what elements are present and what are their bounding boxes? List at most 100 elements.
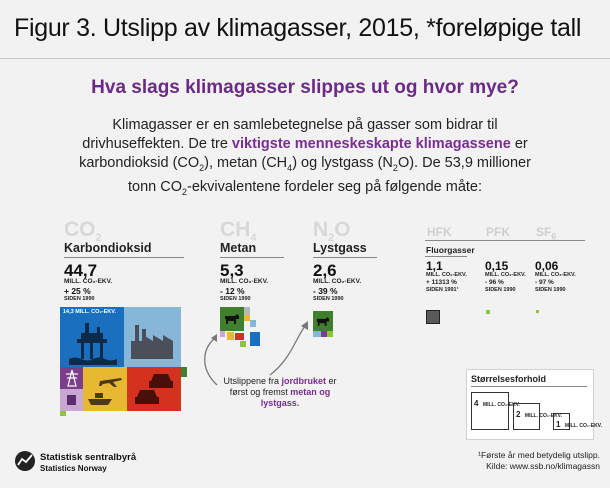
co2-other-tile [181,367,187,377]
hfk-since: SIDEN 1991¹ [426,287,459,293]
intro-sub: 2 [199,162,205,173]
co2-oil-gas-tile: 14,3 MILL. CO₂-EKV. [60,307,124,367]
sf6-value: 0,06 [535,259,559,273]
ch4-grey-tile [220,331,225,337]
intro-text-4: ) og lystgass (N [292,155,393,171]
ch4-value: 5,3 [220,261,244,280]
ch4-change: - 12 % [220,286,245,296]
note-highlight-gases: metan og lystgass. [260,387,331,408]
hfk-tile [426,310,440,324]
co2-transport-tile [83,367,127,411]
co2-heating-tile [60,389,83,411]
footnote: ¹Første år med betydelig utslipp. Kilde:… [380,450,600,472]
size-legend: Størrelsesforhold 4 MILL. CO₂-EKV. 2 MIL… [466,369,602,440]
hfk-formula: HFK [427,225,452,239]
pfk-change: - 96 % [485,279,504,286]
ch4-green-tile [240,341,246,347]
factory-icon [131,325,173,359]
intro-sub: 2 [392,162,398,173]
intro-text-1: Klimagasser er en samlebetegnelse på gas… [82,117,498,152]
title-divider [0,58,610,59]
ch4-name: Metan [220,241,257,255]
co2-road-tile [127,367,181,411]
fluor-group-rule [425,256,467,257]
co2-rule [64,257,184,258]
co2-industry-tile [124,307,181,367]
footnote-line-1: ¹Første år med betydelig utslipp. [478,450,600,460]
airplane-icon [99,378,122,387]
co2-oil-gas-label: 14,3 MILL. CO₂-EKV. [63,309,116,315]
ssb-logo-icon [15,451,35,471]
legend-rule [471,386,587,387]
agriculture-arrows [204,321,308,386]
co2-other-tile-small [60,411,66,416]
car-icon [149,374,173,388]
cow-icon [225,314,239,324]
legend-label-2: 2 MILL. CO₂-EKV. [516,410,562,419]
hfk-change: + 11313 % [426,279,457,286]
ch4-red-tile [235,333,244,340]
pfk-since: SIDEN 1990 [485,287,516,293]
sf6-change: - 97 % [535,279,554,286]
ch4-light-blue-tile [250,320,256,327]
ch4-unit: MILL. CO₂-EKV. [220,278,269,285]
subtitle: Hva slags klimagasser slippes ut og hvor… [91,77,519,98]
co2-energy-tile [60,367,83,389]
ch4-energy-tile [244,315,250,321]
n2o-since: SIDEN 1990 [313,296,344,302]
ssb-logo-text: Statistisk sentralbyrå Statistics Norway [40,452,136,474]
note-text-2: er først og fremst [229,376,337,397]
hfk-value: 1,1 [426,259,443,273]
ch4-formula: CH4 [220,218,257,245]
ch4-oil-tile [250,332,260,346]
ch4-rule [220,257,284,258]
intro-sub: 2 [181,186,187,197]
legend-label-1: 1 MILL. CO₂-EKV. [556,420,602,429]
intro-text-2: er karbondioksid (CO [79,136,528,171]
n2o-change: - 39 % [313,286,338,296]
pfk-unit: MILL. CO₂-EKV. [485,272,526,278]
n2o-value: 2,6 [313,261,337,280]
oil-platform-icon [69,323,117,365]
building-icon [67,395,76,405]
logo-name: Statistisk sentralbyrå [40,452,137,463]
intro-sub: 4 [287,162,293,173]
n2o-agriculture-tile [313,311,333,331]
sf6-since: SIDEN 1990 [535,287,566,293]
figure-title: Figur 3. Utslipp av klimagasser, 2015, *… [14,14,582,42]
ch4-agriculture-tile [220,307,244,331]
n2o-industry-tile [313,331,321,337]
co2-value: 44,7 [64,261,98,280]
co2-unit: MILL. CO₂-EKV. [64,278,113,285]
co2-formula: CO2 [64,218,102,245]
ship-icon [88,393,112,405]
fluor-group-label: Fluorgasser [426,245,475,255]
sf6-unit: MILL. CO₂-EKV. [535,272,576,278]
ch4-yellow-tile [227,332,234,340]
footnote-source: Kilde: www.ssb.no/klimagassn [486,461,600,471]
pfk-tile [486,310,490,314]
intro-text-5: O). De 53,9 millioner tonn CO [127,155,531,195]
legend-square-2 [513,403,540,430]
n2o-rule [313,257,377,258]
cow-icon [316,317,330,326]
co2-change: + 25 % [64,286,91,296]
intro-highlight: viktigste menneskeskapte klimagassene [231,136,511,152]
ch4-since: SIDEN 1990 [220,296,251,302]
note-text-1: Utslippene fra [223,376,282,386]
logo-name-en: Statistics Norway [40,464,107,473]
legend-title: Størrelsesforhold [471,374,547,384]
n2o-name: Lystgass [313,241,367,255]
intro-text-3: ), metan (CH [204,155,288,171]
legend-label-4: 4 MILL. CO₂-EKV. [474,399,520,408]
n2o-other-tile [321,331,327,337]
ch4-waste-tile [244,307,250,315]
n2o-green-tile [327,331,333,337]
pfk-value: 0,15 [485,259,509,273]
intro-paragraph: Klimagasser er en samlebetegnelse på gas… [70,116,540,202]
intro-text-6: -ekvivalentene fordeler seg på følgende … [187,178,483,195]
agriculture-note: Utslippene fra jordbruket er først og fr… [220,376,340,409]
sf6-tile [536,310,539,313]
legend-square-4 [471,392,509,430]
n2o-unit: MILL. CO₂-EKV. [313,278,362,285]
